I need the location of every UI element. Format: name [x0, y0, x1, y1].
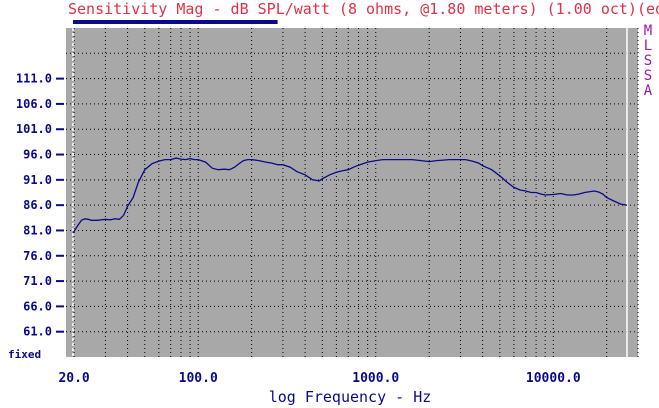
side-letter: S — [644, 53, 652, 69]
y-tick-label: 66.0 — [23, 299, 52, 313]
y-tick-label: 91.0 — [23, 173, 52, 187]
y-tick-label: 61.0 — [23, 325, 52, 339]
top-range-bar — [72, 20, 278, 24]
fixed-label: fixed — [8, 348, 41, 361]
x-tick-label: 100.0 — [179, 371, 218, 386]
chart-title: Sensitivity Mag - dB SPL/watt (8 ohms, @… — [68, 0, 659, 18]
x-tick-label: 1000.0 — [352, 371, 399, 386]
y-tick-label: 101.0 — [16, 122, 52, 136]
y-tick-label: 96.0 — [23, 148, 52, 162]
y-axis-ticks: 111.0 106.0 101.0 96.0 91.0 86.0 81.0 76.0 71.0 6… — [16, 72, 64, 339]
series-line — [72, 157, 628, 234]
y-tick-label: 111.0 — [16, 72, 52, 86]
grid — [66, 28, 639, 357]
side-letter: M — [644, 23, 652, 39]
side-letter: A — [644, 83, 653, 99]
x-tick-label: 20.0 — [58, 371, 89, 386]
y-tick-label: 76.0 — [23, 249, 52, 263]
x-tick-label: 10000.0 — [526, 371, 581, 386]
x-axis-ticks: 20.0 100.0 1000.0 10000.0 — [58, 371, 580, 386]
frequency-markers — [72, 28, 628, 363]
side-letter: L — [644, 38, 652, 54]
side-letter: S — [644, 68, 652, 84]
y-tick-label: 71.0 — [23, 274, 52, 288]
y-tick-label: 86.0 — [23, 198, 52, 212]
y-tick-label: 81.0 — [23, 223, 52, 237]
plot-area — [66, 28, 638, 357]
x-axis-label: log Frequency - Hz — [269, 388, 432, 406]
y-tick-label: 106.0 — [16, 97, 52, 111]
